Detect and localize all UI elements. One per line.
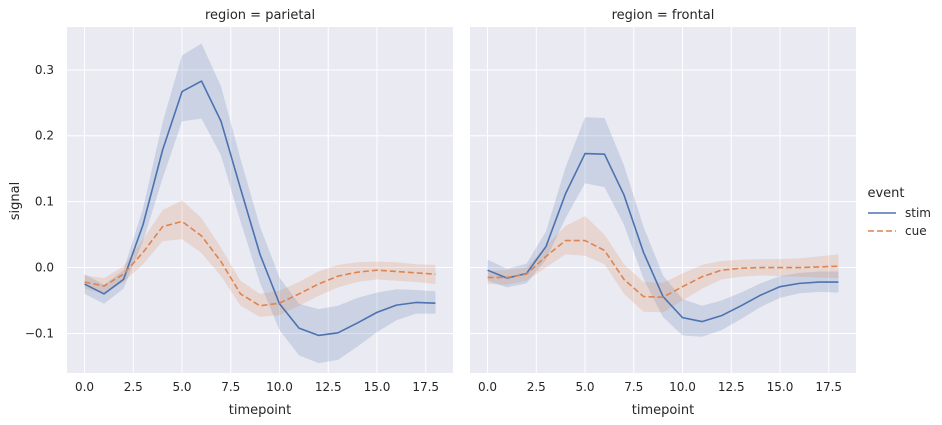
x-axis-label: timepoint bbox=[229, 403, 292, 418]
plot-area-background bbox=[470, 27, 856, 373]
x-tick-label: 7.5 bbox=[624, 380, 643, 394]
x-tick-label: 7.5 bbox=[221, 380, 240, 394]
panel-frontal: region = frontal 0.0 2.5 5.0 7.5 10.0 12.5 15.0… bbox=[470, 8, 856, 418]
y-tick-label: 0.3 bbox=[35, 63, 54, 77]
legend: event stim cue bbox=[867, 186, 931, 238]
x-tick-label: 15.0 bbox=[767, 380, 794, 394]
y-tick-label: 0.2 bbox=[35, 129, 54, 143]
x-tick-label: 0.0 bbox=[75, 380, 94, 394]
x-tick-label: 5.0 bbox=[172, 380, 191, 394]
panel-parietal: region = parietal 0.0 2.5 5.0 7.5 10.0 12.5 15.… bbox=[25, 8, 453, 418]
x-tick-label: 17.5 bbox=[412, 380, 439, 394]
x-axis-label: timepoint bbox=[632, 403, 695, 418]
x-tick-label: 0.0 bbox=[478, 380, 497, 394]
y-tick-label: 0.0 bbox=[35, 261, 54, 275]
legend-item-stim: stim bbox=[868, 206, 931, 220]
x-tick-label: 10.0 bbox=[266, 380, 293, 394]
panel-title: region = frontal bbox=[612, 8, 715, 23]
x-tick-label: 2.5 bbox=[124, 380, 143, 394]
panel-title: region = parietal bbox=[205, 8, 315, 23]
series-line-cue bbox=[487, 239, 839, 299]
x-tick-label: 12.5 bbox=[718, 380, 745, 394]
plot-area-background bbox=[67, 27, 453, 373]
x-tick-label: 17.5 bbox=[815, 380, 842, 394]
x-tick-label: 12.5 bbox=[315, 380, 342, 394]
legend-title: event bbox=[867, 186, 904, 201]
confidence-band-cue bbox=[84, 200, 436, 317]
legend-label-stim: stim bbox=[905, 206, 931, 220]
y-axis-label: signal bbox=[8, 182, 23, 220]
series-line-cue bbox=[84, 220, 436, 307]
legend-label-cue: cue bbox=[905, 224, 927, 238]
x-tick-label: 15.0 bbox=[364, 380, 391, 394]
y-tick-label: −0.1 bbox=[25, 326, 54, 340]
legend-item-cue: cue bbox=[868, 224, 927, 238]
x-tick-label: 10.0 bbox=[669, 380, 696, 394]
x-tick-label: 5.0 bbox=[575, 380, 594, 394]
x-tick-label: 2.5 bbox=[527, 380, 546, 394]
series-line-stim bbox=[84, 80, 436, 337]
y-tick-label: 0.1 bbox=[35, 195, 54, 209]
